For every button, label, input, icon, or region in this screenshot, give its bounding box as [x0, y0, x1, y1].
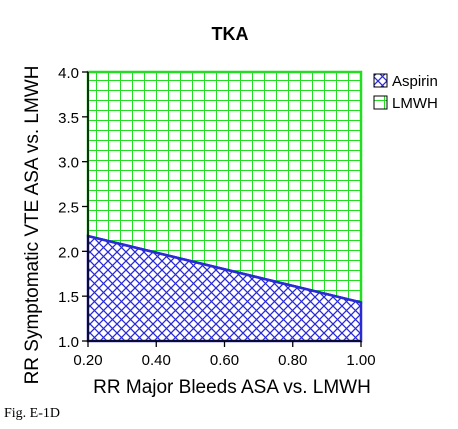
y-tick-label: 3.0	[58, 155, 79, 172]
x-tick-label: 0.80	[278, 352, 307, 369]
x-axis-label: RR Major Bleeds ASA vs. LMWH	[93, 377, 371, 398]
x-tick-label: 0.60	[210, 352, 239, 369]
y-axis-label: RR Symptomatic VTE ASA vs. LMWH	[22, 66, 43, 385]
y-tick-label: 1.5	[58, 289, 79, 306]
y-tick-label: 3.5	[58, 110, 79, 127]
y-tick-label: 2.5	[58, 200, 79, 217]
boundary-line	[87, 234, 362, 304]
figure-caption: Fig. E-1D	[4, 406, 60, 421]
y-tick-label: 2.0	[58, 244, 79, 261]
legend-label-lmwh: LMWH	[392, 95, 438, 112]
chart-title: TKA	[212, 24, 249, 44]
legend-label-aspirin: Aspirin	[392, 73, 438, 90]
x-tick-label: 0.20	[73, 352, 102, 369]
legend-swatch-aspirin	[373, 73, 388, 88]
x-tick-label: 1.00	[346, 352, 375, 369]
legend: Aspirin LMWH	[373, 73, 438, 112]
legend-swatch-lmwh	[373, 95, 388, 110]
y-tick-label: 1.0	[58, 334, 79, 351]
x-tick-label: 0.40	[142, 352, 171, 369]
y-tick-label: 4.0	[58, 65, 79, 82]
